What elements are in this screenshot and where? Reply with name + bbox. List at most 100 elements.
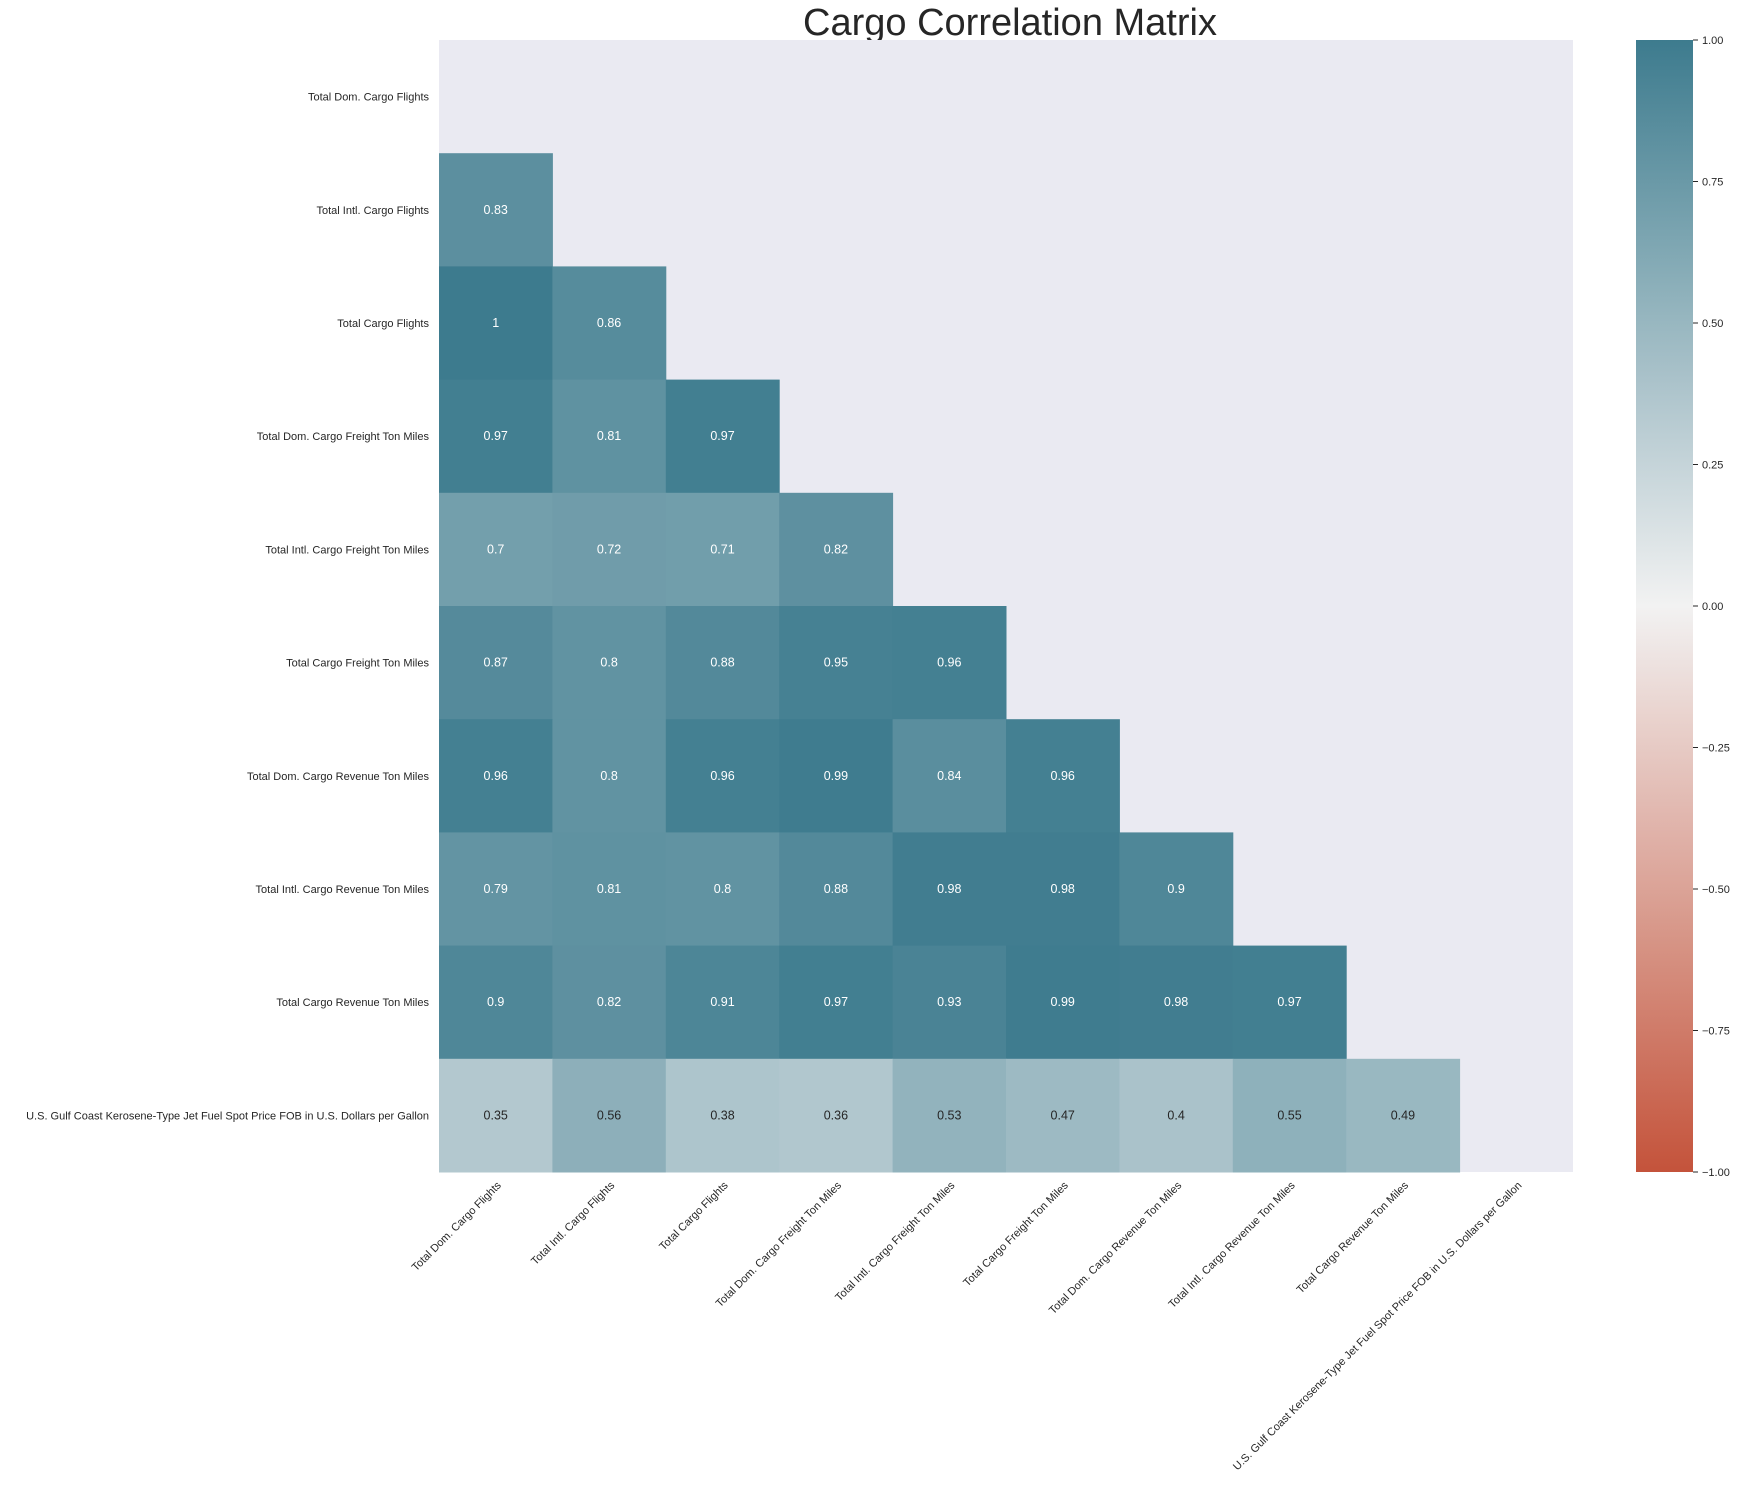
y-tick-label: U.S. Gulf Coast Kerosene-Type Jet Fuel S…: [26, 1110, 429, 1122]
y-tick-label: Total Intl. Cargo Revenue Ton Miles: [256, 884, 430, 896]
cell-value-label: 0.97: [824, 995, 848, 1009]
cell-value-label: 0.82: [824, 542, 848, 556]
heatmap-cell: [665, 945, 780, 1060]
heatmap-cell: [1346, 1058, 1461, 1173]
cell-value-label: 0.71: [710, 542, 734, 556]
heatmap-cell: [1119, 945, 1234, 1060]
heatmap-cell: [892, 832, 1007, 947]
cell-value-label: 0.96: [1051, 769, 1075, 783]
heatmap-cell: [439, 1058, 553, 1173]
cell-value-label: 0.9: [487, 995, 504, 1009]
heatmap-cell: [439, 266, 553, 381]
cell-value-label: 0.8: [714, 882, 731, 896]
heatmap-cell: [439, 719, 553, 833]
y-tick-label: Total Intl. Cargo Flights: [317, 205, 430, 217]
colorbar: 1.00 0.75 0.50 0.25 0.00 −0.25 −0.50 −0.75 −1.00: [1636, 35, 1730, 1179]
cell-value-label: 0.47: [1051, 1108, 1075, 1122]
heatmap-cell: [439, 492, 553, 607]
heatmap-cell: [552, 379, 667, 494]
cell-value-label: 0.9: [1167, 882, 1184, 896]
x-axis-labels: Total Dom. Cargo Flights Total Intl. Carg…: [410, 1179, 1525, 1473]
heatmap-cell: [779, 492, 894, 607]
cell-value-label: 0.93: [937, 995, 961, 1009]
cell-value-label: 0.55: [1277, 1108, 1301, 1122]
heatmap-cell: [552, 1058, 667, 1173]
cell-value-label: 0.99: [824, 769, 848, 783]
colorbar-tick-label: −0.25: [1702, 743, 1730, 755]
cell-value-label: 0.99: [1051, 995, 1075, 1009]
colorbar-tick-label: −1.00: [1702, 1167, 1730, 1179]
colorbar-tick-label: 0.00: [1702, 601, 1723, 613]
colorbar-tick-label: 0.25: [1702, 460, 1723, 472]
y-tick-label: Total Cargo Revenue Ton Miles: [276, 997, 429, 1009]
heatmap-cell: [665, 379, 780, 494]
y-tick-label: Total Intl. Cargo Freight Ton Miles: [265, 544, 429, 556]
cell-value-label: 0.36: [824, 1108, 848, 1122]
x-tick-label: U.S. Gulf Coast Kerosene-Type Jet Fuel S…: [1231, 1180, 1524, 1473]
heatmap-cell: [665, 606, 780, 720]
x-tick-label: Total Cargo Freight Ton Miles: [961, 1179, 1071, 1289]
cell-value-label: 0.53: [937, 1108, 961, 1122]
cell-value-label: 0.88: [824, 882, 848, 896]
heatmap-cell: [665, 832, 780, 947]
cell-value-label: 0.91: [710, 995, 734, 1009]
x-tick-label: Total Dom. Cargo Freight Ton Miles: [714, 1179, 845, 1310]
heatmap-cell: [665, 1058, 780, 1173]
heatmap-cell: [665, 492, 780, 607]
cell-value-label: 0.35: [484, 1108, 508, 1122]
heatmap-cell: [892, 606, 1007, 720]
cell-value-label: 0.79: [484, 882, 508, 896]
heatmap-cell: [439, 606, 553, 720]
heatmap-cell: [665, 719, 780, 833]
cell-value-label: 0.98: [1051, 882, 1075, 896]
cell-value-label: 0.97: [1277, 995, 1301, 1009]
x-tick-label: Total Intl. Cargo Flights: [529, 1179, 617, 1267]
cell-value-label: 0.38: [710, 1108, 734, 1122]
heatmap-cell: [892, 719, 1007, 833]
heatmap-cell: [439, 945, 553, 1060]
cell-value-label: 0.82: [597, 995, 621, 1009]
heatmap-cell: [779, 1058, 894, 1173]
heatmap-cell: [439, 832, 553, 947]
heatmap-cell: [779, 832, 894, 947]
heatmap-cell: [1119, 1058, 1234, 1173]
y-tick-label: Total Dom. Cargo Revenue Ton Miles: [247, 771, 429, 783]
heatmap-cell: [779, 719, 894, 833]
cell-value-label: 0.81: [597, 882, 621, 896]
cell-value-label: 0.98: [937, 882, 961, 896]
x-tick-label: Total Cargo Flights: [657, 1179, 731, 1253]
heatmap-cell: [779, 945, 894, 1060]
colorbar-tick-label: 0.75: [1702, 177, 1723, 189]
heatmap-cell: [1006, 719, 1120, 833]
heatmap-cell: [1232, 945, 1347, 1060]
y-axis-labels: Total Dom. Cargo Flights Total Intl. Carg…: [26, 92, 429, 1123]
cell-value-label: 0.97: [710, 429, 734, 443]
cell-value-label: 0.88: [710, 656, 734, 670]
cell-value-label: 0.49: [1391, 1108, 1415, 1122]
heatmap-cell: [779, 606, 894, 720]
cell-value-label: 0.98: [1164, 995, 1188, 1009]
cell-value-label: 0.8: [600, 656, 617, 670]
cell-value-label: 0.72: [597, 542, 621, 556]
heatmap-cell: [892, 1058, 1007, 1173]
x-tick-label: Total Dom. Cargo Revenue Ton Miles: [1047, 1179, 1185, 1317]
cell-value-label: 0.4: [1167, 1108, 1184, 1122]
cell-value-label: 0.96: [937, 656, 961, 670]
chart-title: Cargo Correlation Matrix: [803, 2, 1217, 44]
cell-value-label: 0.81: [597, 429, 621, 443]
cell-value-label: 0.84: [937, 769, 961, 783]
cell-value-label: 0.86: [597, 316, 621, 330]
heatmap-cell: [552, 832, 667, 947]
x-tick-label: Total Cargo Revenue Ton Miles: [1295, 1179, 1412, 1296]
cell-value-label: 0.97: [484, 429, 508, 443]
heatmap-cell: [1006, 1058, 1120, 1173]
cell-value-label: 0.96: [484, 769, 508, 783]
cell-value-label: 0.96: [710, 769, 734, 783]
cell-value-label: 0.8: [600, 769, 617, 783]
heatmap-cell: [1232, 1058, 1347, 1173]
heatmap-cell: [552, 492, 667, 607]
heatmap-cell: [552, 945, 667, 1060]
y-tick-label: Total Dom. Cargo Freight Ton Miles: [257, 431, 430, 443]
cell-value-label: 0.87: [484, 656, 508, 670]
